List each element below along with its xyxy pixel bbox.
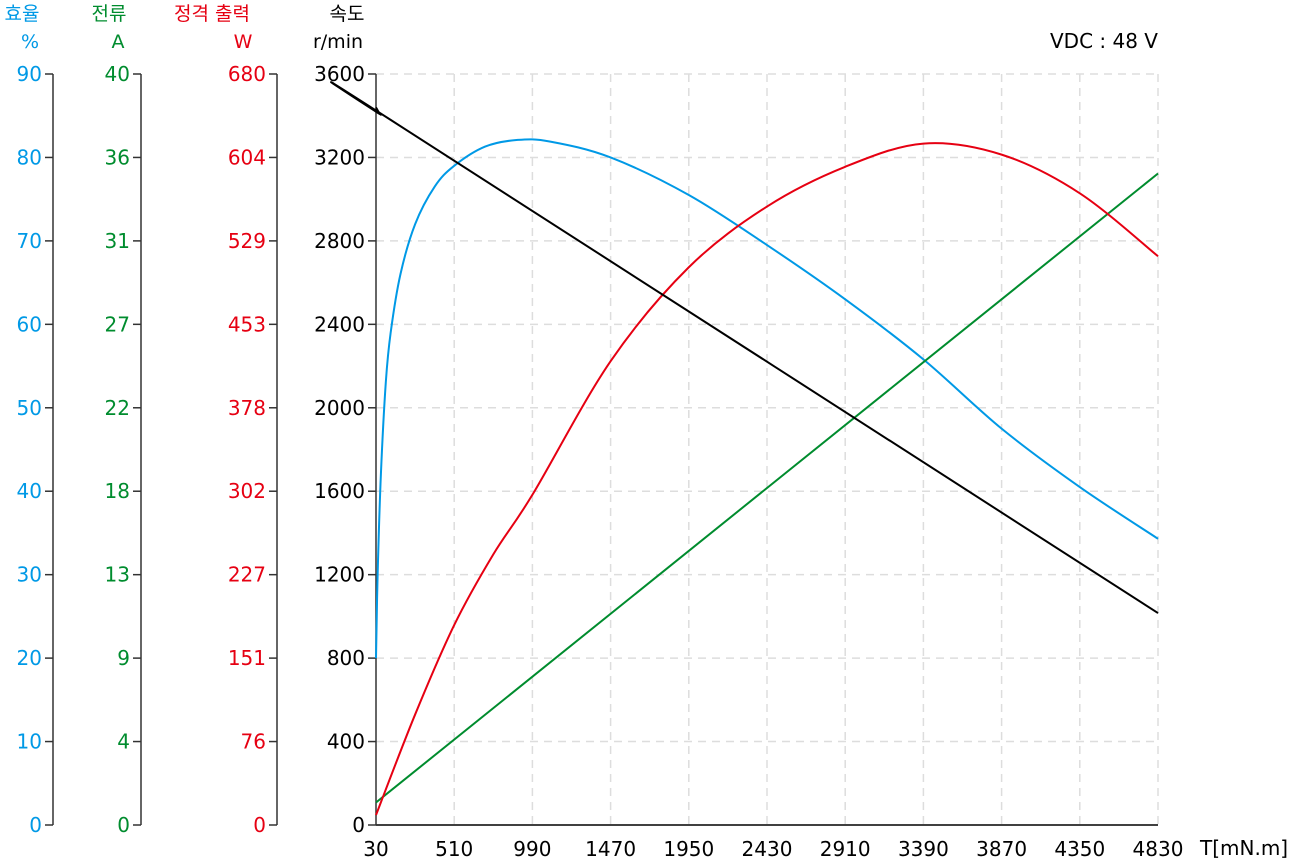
current-tick-label: 27	[105, 312, 130, 336]
x-tick-label: 3390	[898, 837, 949, 861]
power-curve	[375, 142, 1159, 816]
current-tick-label: 40	[105, 62, 130, 86]
current-tick-label: 22	[105, 396, 130, 420]
power-tick-label: 76	[241, 730, 266, 754]
speed-tick-label: 400	[327, 730, 365, 754]
grid	[376, 73, 1159, 825]
power-tick-label: 453	[228, 312, 266, 336]
current-axis-title: 전류	[92, 3, 127, 25]
power-tick-label: 529	[228, 229, 266, 253]
power-tick-label: 302	[228, 479, 266, 503]
series	[330, 81, 1159, 816]
x-tick-label: 4350	[1054, 837, 1105, 861]
x-tick-label: 2430	[742, 837, 793, 861]
speed-axis-unit: r/min	[313, 31, 363, 53]
current-tick-label: 0	[117, 813, 130, 837]
current-tick-label: 31	[105, 229, 130, 253]
x-tick-label: 510	[435, 837, 473, 861]
power-tick-label: 151	[228, 646, 266, 670]
power-tick-label: 0	[253, 813, 266, 837]
speed-tick-label: 2800	[314, 229, 365, 253]
speed-tick-label: 1600	[314, 479, 365, 503]
x-tick-label: 2910	[820, 837, 871, 861]
annotation-vdc: VDC : 48 V	[1050, 29, 1158, 53]
speed-tick-label: 3600	[314, 62, 365, 86]
efficiency-tick-label: 40	[17, 479, 42, 503]
power-tick-label: 227	[228, 563, 266, 587]
x-tick-label: 3870	[976, 837, 1027, 861]
speed-tick-label: 2400	[314, 312, 365, 336]
current-tick-label: 13	[105, 563, 130, 587]
x-tick-label: 1470	[585, 837, 636, 861]
efficiency-axis-title: 효율	[5, 3, 40, 25]
efficiency-tick-label: 50	[17, 396, 42, 420]
current-tick-label: 36	[105, 145, 130, 169]
power-tick-label: 604	[228, 145, 266, 169]
speed-tick-label: 2000	[314, 396, 365, 420]
efficiency-curve	[375, 138, 1159, 659]
speed-curve	[330, 81, 1159, 614]
speed-tick-label: 800	[327, 646, 365, 670]
efficiency-tick-label: 10	[17, 730, 42, 754]
efficiency-tick-label: 20	[17, 646, 42, 670]
efficiency-tick-label: 0	[29, 813, 42, 837]
efficiency-tick-label: 80	[17, 145, 42, 169]
current-tick-label: 9	[117, 646, 130, 670]
axes: 30 510 990 1470 1950 2430 2910 3390 3870 4350 4830…	[5, 3, 1184, 861]
power-axis-title: 정격 출력	[174, 3, 250, 25]
efficiency-tick-label: 90	[17, 62, 42, 86]
speed-tick-label: 1200	[314, 563, 365, 587]
current-tick-label: 4	[117, 730, 130, 754]
efficiency-tick-label: 60	[17, 312, 42, 336]
power-axis-unit: W	[234, 31, 253, 53]
power-tick-label: 378	[228, 396, 266, 420]
power-tick-label: 680	[228, 62, 266, 86]
current-axis-unit: A	[112, 31, 125, 53]
speed-tick-label: 0	[352, 813, 365, 837]
speed-axis-title: 속도	[330, 3, 365, 25]
x-tick-label: 990	[513, 837, 551, 861]
x-axis-label: T[mN.m]	[1199, 836, 1288, 860]
speed-tick-label: 3200	[314, 145, 365, 169]
x-tick-label: 4830	[1133, 837, 1184, 861]
current-curve	[375, 172, 1159, 804]
efficiency-tick-label: 30	[17, 563, 42, 587]
x-tick-label: 30	[363, 837, 388, 861]
current-tick-label: 18	[105, 479, 130, 503]
efficiency-axis-unit: %	[21, 31, 39, 53]
efficiency-tick-label: 70	[17, 229, 42, 253]
x-tick-label: 1950	[663, 837, 714, 861]
